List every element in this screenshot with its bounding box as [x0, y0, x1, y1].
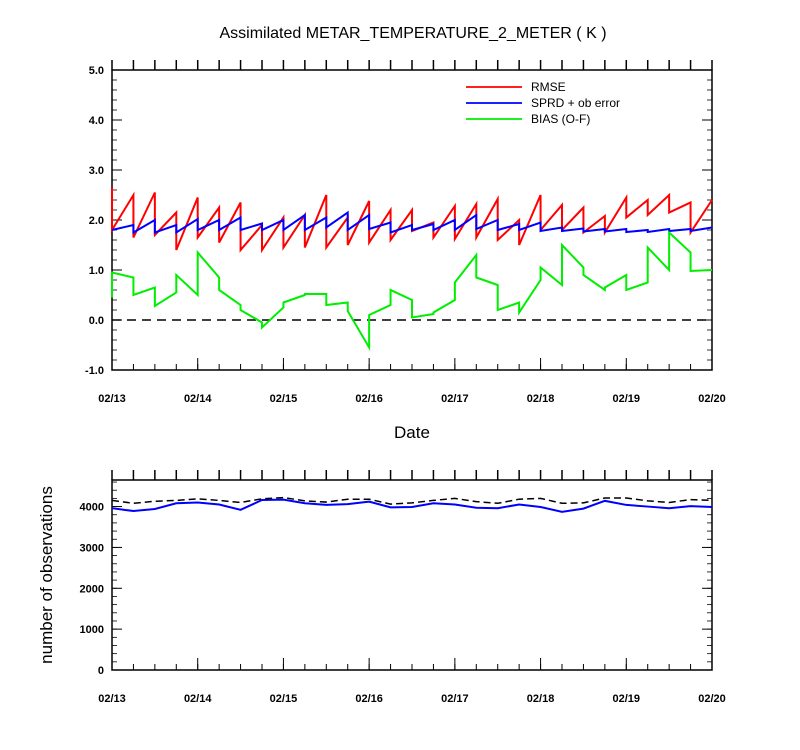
x-tick-label: 02/13 — [98, 393, 126, 405]
x-tick-label: 02/17 — [441, 693, 469, 705]
legend: RMSE SPRD + ob error BIAS (O-F) — [466, 80, 620, 126]
legend-label: BIAS (O-F) — [531, 112, 590, 126]
bottom-plot-frame — [111, 479, 713, 671]
x-tick-label: 02/15 — [270, 393, 298, 405]
y-tick-label: 4000 — [80, 502, 104, 514]
x-axis-label: Date — [394, 423, 430, 442]
x-tick-label: 02/20 — [698, 393, 726, 405]
x-tick-label: 02/14 — [184, 393, 212, 405]
y-tick-label: -1.0 — [85, 365, 104, 377]
y-tick-label: 2.0 — [89, 215, 104, 227]
legend-label: SPRD + ob error — [531, 96, 620, 110]
y-tick-label: 0 — [98, 665, 104, 677]
series-line-observations-possible — [111, 496, 713, 505]
x-tick-label: 02/13 — [98, 693, 126, 705]
y-tick-label: 1000 — [80, 624, 104, 636]
x-tick-label: 02/18 — [527, 393, 555, 405]
x-tick-label: 02/19 — [613, 693, 641, 705]
legend-label: RMSE — [531, 80, 566, 94]
x-tick-label: 02/20 — [698, 693, 726, 705]
x-tick-label: 02/18 — [527, 693, 555, 705]
chart-title: Assimilated METAR_TEMPERATURE_2_METER ( … — [219, 25, 606, 42]
x-tick-label: 02/19 — [613, 393, 641, 405]
y-tick-label: 3000 — [80, 542, 104, 554]
x-tick-label: 02/16 — [355, 693, 383, 705]
y-tick-label: 0.0 — [89, 315, 104, 327]
x-tick-label: 02/15 — [270, 693, 298, 705]
bottom-panel: 0 1000 2000 3000 4000 02/13 02/14 02/15 02/16 02… — [37, 470, 726, 705]
y-tick-label: 1.0 — [89, 265, 104, 277]
series-line-observations-used — [111, 498, 713, 513]
series-line-rmse — [111, 187, 713, 254]
x-tick-label: 02/16 — [355, 393, 383, 405]
series-line-sprd-ob-error — [111, 210, 713, 235]
top-panel: -1.0 0.0 1.0 2.0 3.0 4.0 5.0 02/13 02/14 02/15 02… — [85, 60, 726, 442]
y-tick-label: 4.0 — [89, 115, 104, 127]
y-tick-label: 5.0 — [89, 65, 104, 77]
y-axis-label: number of observations — [37, 486, 56, 664]
x-tick-label: 02/14 — [184, 693, 212, 705]
y-tick-label: 2000 — [80, 583, 104, 595]
x-tick-label: 02/17 — [441, 393, 469, 405]
series-line-bias-o-f — [111, 230, 713, 352]
y-tick-label: 3.0 — [89, 165, 104, 177]
